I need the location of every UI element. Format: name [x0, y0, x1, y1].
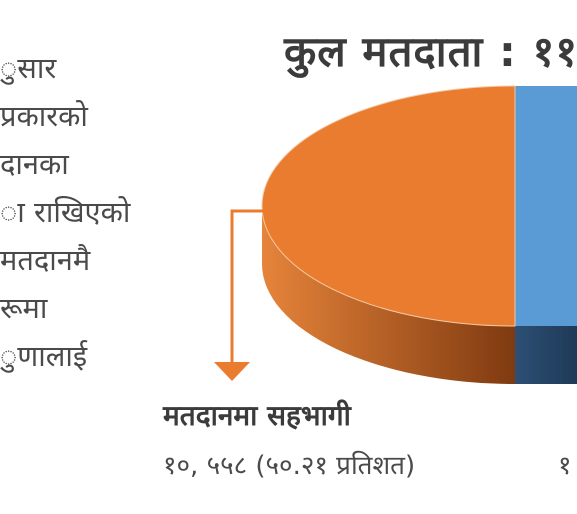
left-paragraph-line-6: रूमा [0, 291, 48, 325]
pie-slice-other [515, 86, 577, 326]
left-paragraph-line-4: ा राखिएको [0, 195, 131, 229]
left-paragraph-line-2: प्रकारको [0, 99, 88, 133]
pie-slice-participants-side [262, 206, 515, 384]
pie-slice-other-side [515, 326, 577, 384]
pie-slice-participants [261, 85, 516, 327]
left-paragraph-line-3: दानका [0, 147, 69, 181]
slice-label-participants: मतदानमा सहभागी [163, 399, 351, 432]
chart-title: कुल मतदाता : ११ [284, 27, 577, 76]
callout-line [230, 209, 265, 366]
slice-value-other: १ [558, 451, 572, 481]
left-paragraph: ुसार प्रकारको दानका ा राखिएको मतदानमै रू… [0, 44, 150, 380]
slice-value-participants: १०, ५५८ (५०.२१ प्रतिशत) [163, 451, 416, 481]
left-paragraph-line-1: ुसार [0, 51, 57, 85]
callout-arrowhead [214, 362, 250, 381]
left-paragraph-line-5: मतदानमै [0, 243, 91, 277]
left-paragraph-line-7: ुणालाई [0, 339, 88, 373]
